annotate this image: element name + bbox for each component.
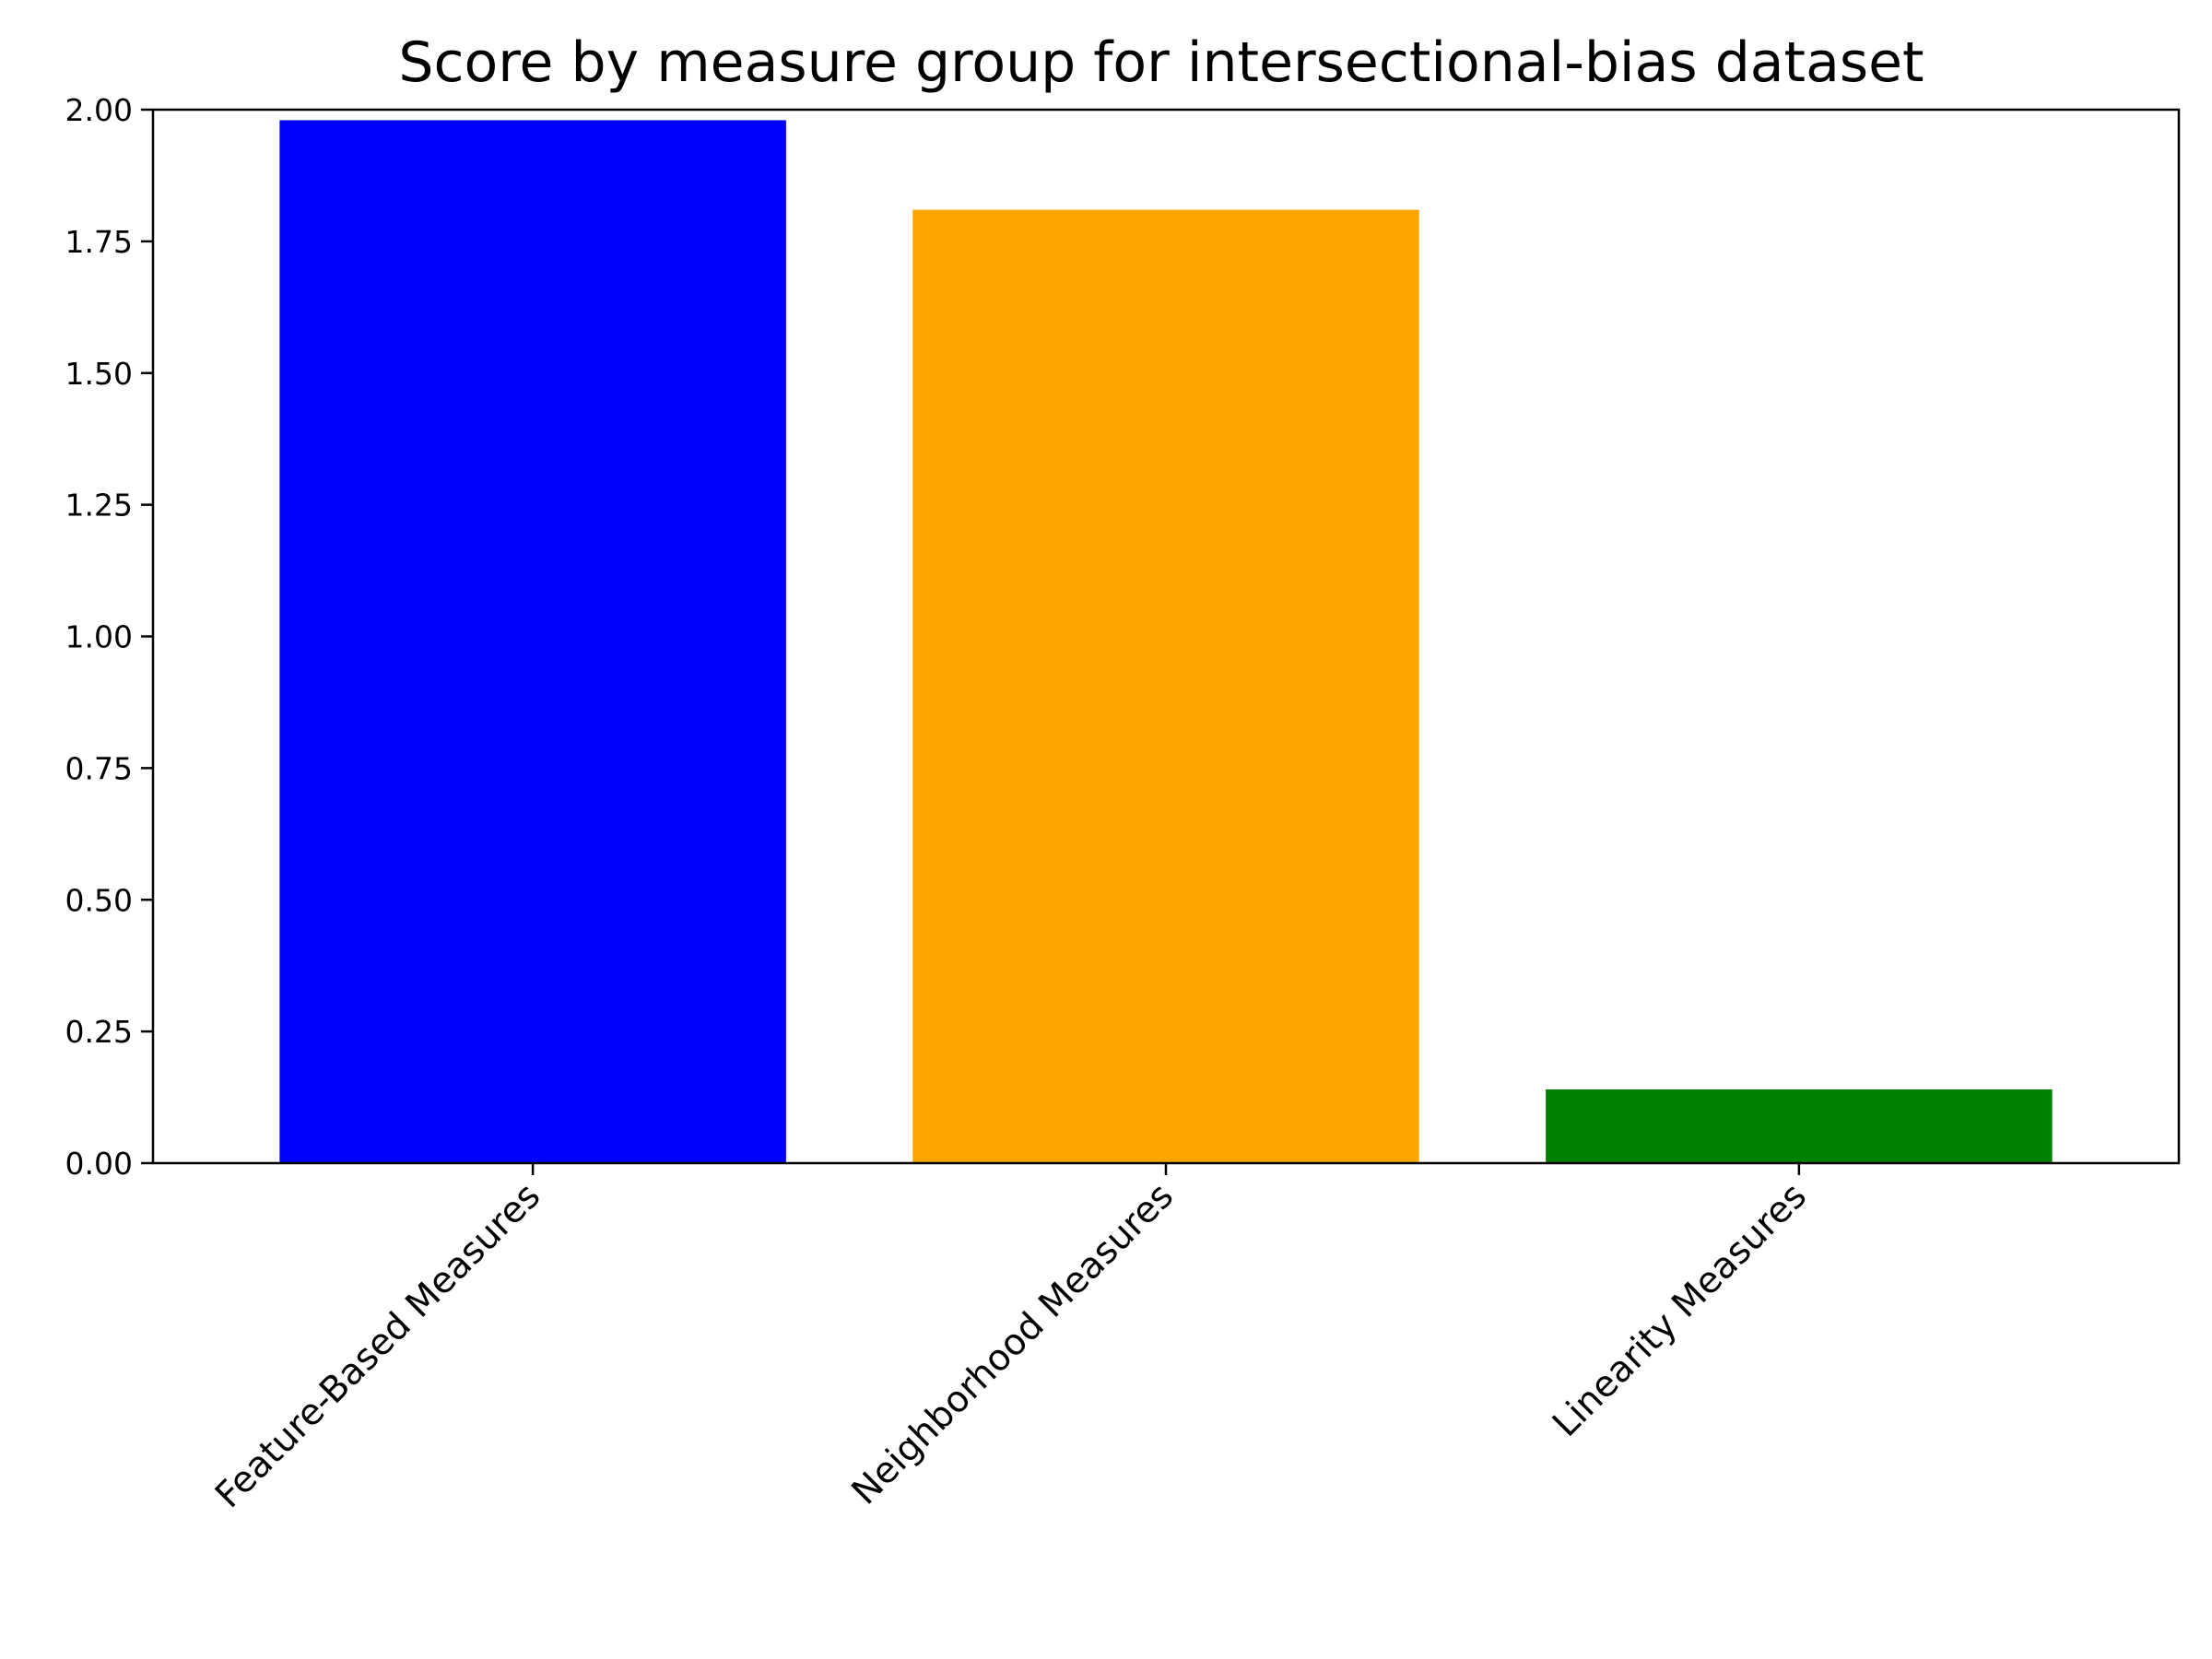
y-tick-label: 0.25 [65, 1014, 133, 1050]
y-axis: 0.00 0.25 0.50 0.75 1.00 1.25 1.50 1.75 2.00 [65, 92, 153, 1182]
y-tick-label: 1.00 [65, 619, 133, 655]
y-tick-label: 0.00 [65, 1146, 133, 1182]
y-tick-label: 0.75 [65, 750, 133, 786]
bars-layer [279, 120, 2053, 1164]
y-tick-label: 1.50 [65, 356, 133, 392]
bar-linearity-measures [1546, 1088, 2053, 1163]
y-tick-label: 1.75 [65, 224, 133, 260]
x-tick-label: Neighborhood Measures [844, 1175, 1182, 1512]
x-tick-label: Feature-Based Measures [207, 1175, 548, 1516]
y-tick-label: 2.00 [65, 92, 133, 128]
chart-title: Score by measure group for intersectiona… [398, 30, 1924, 95]
bar-neighborhood-measures [912, 209, 1419, 1164]
y-tick-label: 0.50 [65, 882, 133, 918]
x-tick-label: Linearity Measures [1545, 1175, 1815, 1445]
x-axis: Feature-Based Measures Neighborhood Measu… [207, 1163, 1815, 1516]
bar-feature-based-measures [279, 120, 786, 1164]
y-tick-label: 1.25 [65, 488, 133, 524]
plot-frame [151, 108, 2181, 1165]
